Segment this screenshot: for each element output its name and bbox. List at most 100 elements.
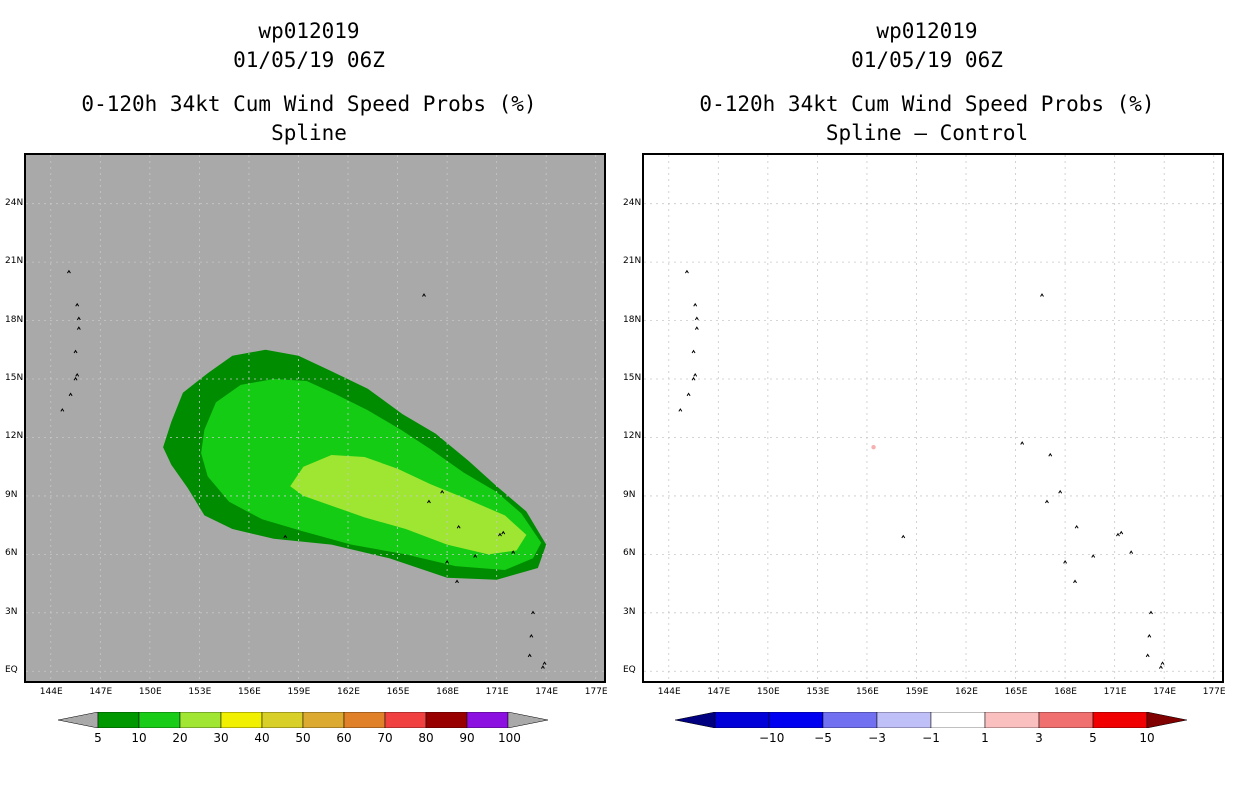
- left-storm-id: wp012019: [258, 19, 360, 43]
- colorbar-label: 10: [131, 731, 147, 745]
- x-tick-label: 171E: [1103, 687, 1127, 697]
- left-chart-panel: wp012019 01/05/19 06Z 0-120h 34kt Cum Wi…: [5, 19, 608, 745]
- right-chart-panel: wp012019 01/05/19 06Z 0-120h 34kt Cum Wi…: [618, 0, 1236, 800]
- colorbar-label: 10: [1139, 731, 1155, 745]
- island-outline: [1145, 653, 1150, 658]
- colorbar-swatch: [822, 711, 878, 729]
- island-outline: [76, 326, 81, 330]
- x-tick-label: 144E: [657, 687, 681, 697]
- colorbar-swatch: [384, 711, 427, 729]
- y-tick-label: 3N: [623, 606, 636, 617]
- island-outline: [1119, 530, 1124, 535]
- colorbar-swatch: [302, 711, 345, 729]
- island-outline: [1073, 579, 1077, 584]
- x-tick-label: 159E: [287, 687, 311, 697]
- colorbar-label: 60: [336, 731, 352, 745]
- prob-contour-20: [290, 455, 527, 555]
- colorbar-swatch: [179, 711, 222, 729]
- colorbar-swatch: [343, 711, 386, 729]
- right-map-canvas: [644, 155, 1222, 681]
- left-colorbar-bar: [57, 711, 549, 729]
- left-map-canvas: [26, 155, 604, 681]
- island-outline: [1160, 661, 1165, 665]
- colorbar-swatch: [714, 711, 770, 729]
- colorbar-swatch: [876, 711, 932, 729]
- y-tick-label: 9N: [623, 489, 636, 500]
- x-tick-label: 171E: [485, 687, 509, 697]
- island-outline: [473, 554, 478, 558]
- colorbar-label: 30: [213, 731, 229, 745]
- y-tick-label: EQ: [623, 665, 636, 676]
- colorbar-swatch: [138, 711, 181, 729]
- colorbar-swatch: [97, 711, 140, 729]
- island-outline: [456, 524, 461, 529]
- island-outline: [498, 532, 502, 537]
- y-tick-label: EQ: [5, 665, 18, 676]
- colorbar-label: 50: [295, 731, 311, 745]
- left-chart-subtitle: Spline: [271, 121, 347, 145]
- x-tick-label: 165E: [1004, 687, 1028, 697]
- island-outline: [501, 530, 506, 535]
- y-tick-label: 9N: [5, 489, 18, 500]
- island-outline: [60, 408, 65, 412]
- colorbar-label: 100: [498, 731, 521, 745]
- x-tick-label: 147E: [707, 687, 731, 697]
- island-outline: [1048, 452, 1053, 457]
- island-outline: [1091, 554, 1096, 558]
- x-tick-label: 168E: [1054, 687, 1077, 697]
- island-outline: [1116, 532, 1120, 537]
- island-outline: [693, 372, 698, 377]
- x-tick-label: 174E: [535, 687, 559, 697]
- y-tick-label: 24N: [623, 197, 642, 208]
- y-tick-label: 15N: [623, 373, 642, 384]
- colorbar-swatch: [984, 711, 1040, 729]
- colorbar-label: 5: [94, 731, 102, 745]
- island-outline: [1045, 499, 1049, 504]
- colorbar-swatch: [1038, 711, 1094, 729]
- x-tick-label: 156E: [237, 687, 261, 697]
- island-outline: [75, 372, 80, 377]
- island-outline: [1063, 560, 1068, 564]
- colorbar-swatch: [1092, 711, 1148, 729]
- island-outline: [1158, 665, 1163, 669]
- island-outline: [529, 634, 534, 638]
- y-tick-label: 12N: [5, 431, 24, 442]
- colorbar-extend-low: [57, 711, 99, 729]
- island-outline: [694, 326, 699, 330]
- x-tick-label: 144E: [39, 687, 63, 697]
- colorbar-swatch: [220, 711, 263, 729]
- x-tick-label: 177E: [1202, 687, 1226, 697]
- island-outline: [76, 316, 81, 321]
- x-tick-label: 168E: [436, 687, 459, 697]
- colorbar-swatch: [930, 711, 986, 729]
- colorbar-label: 20: [172, 731, 188, 745]
- colorbar-swatch: [768, 711, 824, 729]
- y-tick-label: 6N: [5, 548, 18, 559]
- right-map-plot: [642, 153, 1224, 683]
- x-tick-label: 165E: [386, 687, 410, 697]
- island-outline: [73, 376, 78, 381]
- colorbar-label: 40: [254, 731, 270, 745]
- left-datetime: 01/05/19 06Z: [233, 48, 385, 72]
- y-tick-label: 3N: [5, 606, 18, 617]
- colorbar-label: 70: [377, 731, 393, 745]
- colorbar-swatch: [466, 711, 509, 729]
- y-tick-label: 6N: [623, 548, 636, 559]
- island-outline: [427, 499, 431, 504]
- x-tick-label: 150E: [756, 687, 780, 697]
- island-outline: [455, 579, 459, 584]
- island-outline: [540, 665, 545, 669]
- y-tick-label: 24N: [5, 197, 24, 208]
- colorbar-label: 90: [459, 731, 475, 745]
- y-tick-label: 15N: [5, 373, 24, 384]
- x-tick-label: 162E: [337, 687, 360, 697]
- island-outline: [283, 534, 288, 539]
- colorbar-swatch: [425, 711, 468, 729]
- island-outline: [678, 408, 683, 412]
- island-outline: [1020, 441, 1025, 445]
- island-outline: [694, 316, 699, 321]
- right-datetime: 01/05/19 06Z: [851, 48, 1003, 72]
- island-outline: [531, 610, 535, 615]
- island-outline: [1129, 550, 1134, 554]
- island-outline: [685, 269, 689, 274]
